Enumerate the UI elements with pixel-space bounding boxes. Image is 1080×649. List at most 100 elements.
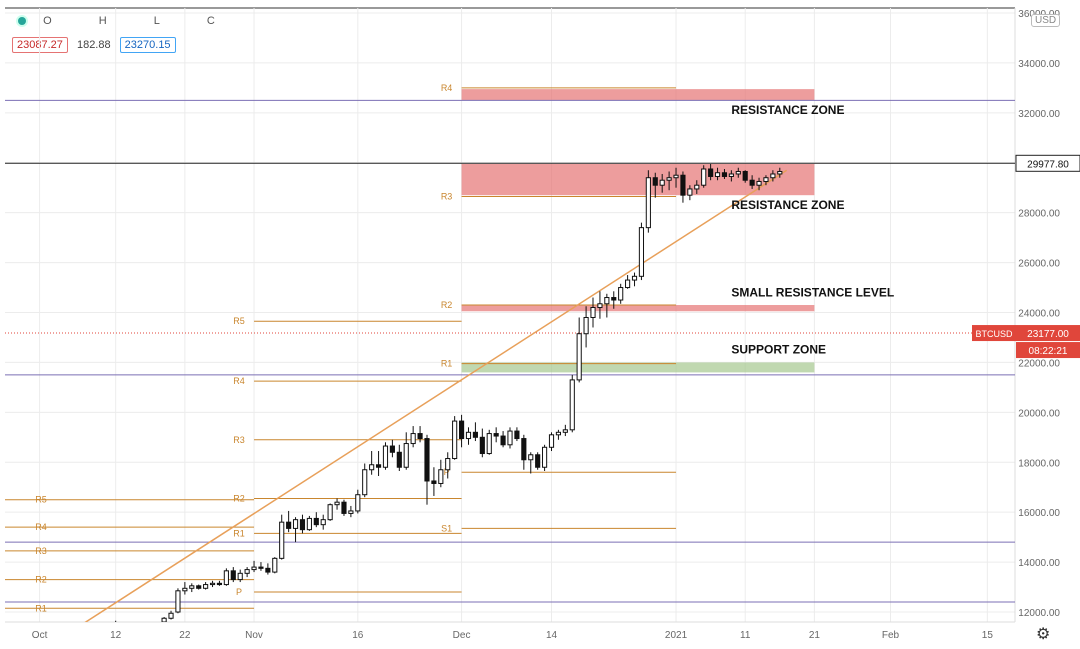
ohlc-legend: O H L C [18,15,259,27]
x-tick-label: 12 [110,630,122,641]
candle-body [555,431,561,436]
zone-label: RESISTANCE ZONE [731,198,844,212]
candle-body [244,569,250,574]
candle-body [292,519,299,529]
y-tick-label: 24000.00 [1018,309,1060,320]
high-price-tag [1015,154,1080,172]
candle-body [459,420,465,440]
candle-body [161,617,167,622]
pivot-label: R4 [35,522,47,532]
symbol-tag [972,325,1016,342]
candle-body [576,333,582,381]
candle-body [521,438,527,461]
candle-body [327,504,333,521]
currency-badge[interactable]: USD [1031,14,1061,27]
candle-body [251,566,257,571]
candle-body [618,287,624,301]
candle-body [728,173,734,177]
candle-body [355,494,361,512]
candle-body [590,307,596,318]
candle-body [472,431,478,438]
last-price-tag [1016,325,1080,342]
candle-body [548,434,555,448]
candle-body [680,174,686,196]
pivot-label: R1 [35,603,47,613]
candle-body [417,433,423,440]
candle-body [369,464,375,471]
symbol-label: BTCUSD [975,329,1013,339]
candle-body [382,445,389,468]
y-tick-label: 18000.00 [1018,458,1060,469]
legend-close: C [206,15,215,27]
y-tick-label: 34000.00 [1018,59,1060,70]
candle-body [452,420,458,460]
candle-body [265,567,271,573]
high-price-value: 29977.80 [1027,159,1069,170]
pivot-label: R5 [35,495,47,505]
zone-rect [461,163,815,196]
x-tick-label: Dec [453,630,471,641]
candle-body [479,436,485,455]
gear-icon[interactable]: ⚙ [1036,626,1051,643]
zone-label: SMALL RESISTANCE LEVEL [731,285,894,299]
candle-body [389,445,395,453]
candle-body [100,624,104,628]
candle-body [528,454,534,461]
zone-label: SUPPORT ZONE [731,343,826,357]
candle-body [694,184,700,190]
price-change: 182.88 [76,39,111,51]
candle-body [721,172,728,177]
pivot-label: R1 [233,528,245,538]
candle-body [223,570,229,586]
candle-body [659,179,665,186]
candle-body [625,279,631,289]
candle-body [749,179,755,186]
candle-body [687,188,693,196]
y-tick-label: 26000.00 [1018,259,1060,270]
candle-body [445,458,451,471]
trendline [84,169,788,622]
candle-body [348,510,354,514]
x-tick-label: 16 [352,630,364,641]
candle-body [86,626,90,627]
candle-body [583,316,589,335]
candle-body [306,517,312,531]
pivot-label: R5 [233,316,245,326]
x-tick-label: Oct [32,630,48,641]
candle-body [493,433,499,437]
y-tick-label: 28000.00 [1018,209,1060,220]
countdown-value: 08:22:21 [1029,346,1068,357]
x-tick-label: 21 [809,630,821,641]
candle-body [714,172,721,177]
candle-body [272,557,278,573]
candle-body [189,585,195,589]
x-tick-label: 14 [546,630,558,641]
candle-body [175,590,181,613]
pivot-label: R3 [441,191,453,201]
pivot-label: R2 [233,493,245,503]
candle-body [666,177,672,181]
candle-body [168,612,174,619]
pivot-label: R1 [441,359,453,369]
candle-body [631,275,638,281]
candle-body [652,177,658,186]
candle-body [286,521,292,529]
last-price-value: 23177.00 [1027,329,1069,340]
pivot-label: R2 [441,300,453,310]
candle-body [701,168,707,186]
candle-body [500,435,506,446]
candle-body [341,501,347,514]
legend-open: O [43,15,52,27]
candle-body [320,519,326,526]
candle-body [763,177,769,182]
candle-body [611,297,617,301]
candle-body [279,521,285,559]
x-tick-label: 22 [179,630,191,641]
candle-body [216,582,223,586]
pivot-label: P [236,587,242,597]
candle-body [230,570,236,581]
candle-body [597,303,603,309]
candle-body [756,180,762,186]
candle-body [735,170,741,175]
